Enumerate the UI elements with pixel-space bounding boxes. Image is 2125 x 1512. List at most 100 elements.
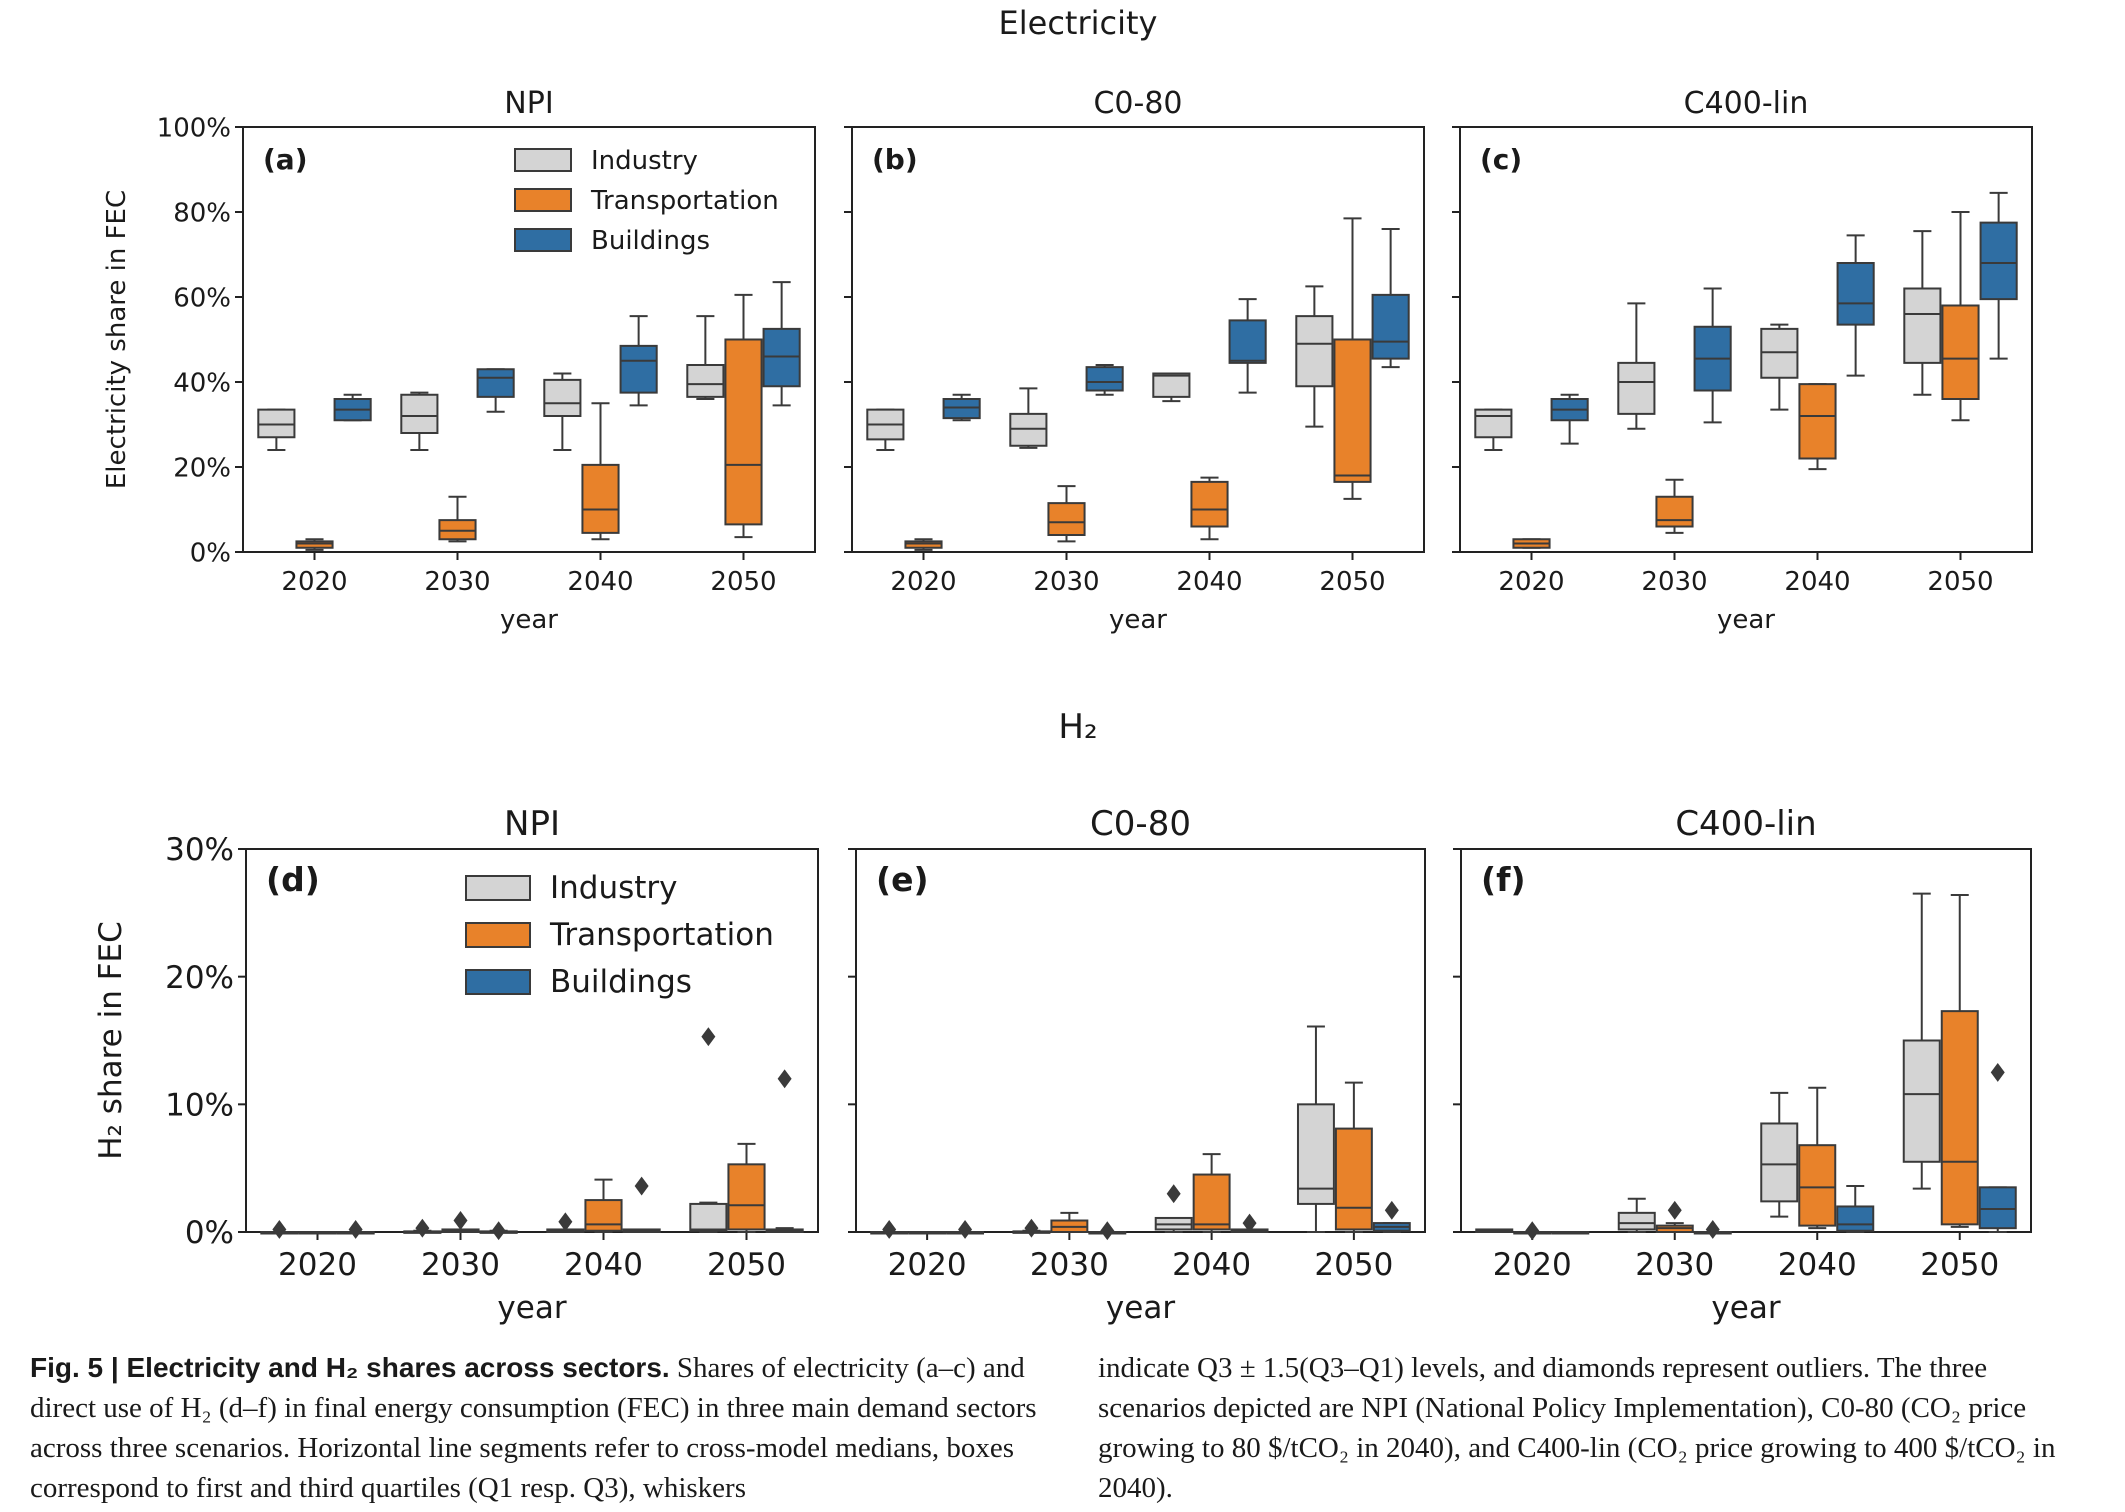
box-transportation bbox=[1655, 495, 1694, 528]
y-tick-label: 100% bbox=[157, 113, 231, 143]
y-tick-label: 80% bbox=[173, 198, 231, 228]
box-buildings bbox=[942, 398, 981, 420]
box-industry bbox=[1152, 372, 1191, 398]
box-buildings bbox=[1978, 1186, 2017, 1230]
outlier-diamond bbox=[882, 1219, 897, 1239]
x-tick-label: 2030 bbox=[1033, 567, 1099, 597]
box-industry bbox=[1296, 1103, 1335, 1205]
box-buildings bbox=[619, 344, 658, 394]
box-transportation bbox=[1941, 304, 1980, 400]
box-transportation bbox=[1190, 480, 1229, 528]
panel-letter: (a) bbox=[263, 143, 308, 176]
legend-label: Buildings bbox=[591, 226, 710, 256]
x-tick-label: 2020 bbox=[281, 567, 347, 597]
box-transportation bbox=[295, 540, 334, 549]
y-tick-label: 10% bbox=[165, 1087, 234, 1123]
box-buildings bbox=[476, 368, 515, 398]
box-industry bbox=[1903, 287, 1942, 364]
x-tick-label: 2030 bbox=[424, 567, 490, 597]
caption-right: indicate Q3 ± 1.5(Q3–Q1) levels, and dia… bbox=[1098, 1352, 2056, 1504]
panel-title: C400-lin bbox=[1675, 804, 1816, 844]
x-tick-label: 2050 bbox=[1927, 567, 1993, 597]
box-transportation bbox=[1798, 1144, 1837, 1227]
x-tick-label: 2050 bbox=[1920, 1247, 1999, 1283]
box-industry bbox=[689, 1202, 728, 1232]
box-transportation bbox=[1333, 338, 1372, 483]
x-tick-label: 2020 bbox=[890, 567, 956, 597]
outlier-diamond bbox=[272, 1219, 287, 1239]
y-tick-label: 30% bbox=[165, 832, 234, 868]
plot-frame bbox=[245, 848, 819, 1233]
x-tick-label: 2040 bbox=[1778, 1247, 1857, 1283]
panel-letter: (d) bbox=[266, 860, 320, 899]
x-tick-label: 2040 bbox=[1172, 1247, 1251, 1283]
x-tick-label: 2050 bbox=[1314, 1247, 1393, 1283]
x-axis-label: year bbox=[497, 1290, 566, 1326]
plot-frame bbox=[851, 126, 1425, 553]
box-transportation bbox=[581, 463, 620, 534]
box-buildings bbox=[1085, 366, 1124, 392]
x-tick-label: 2030 bbox=[421, 1247, 500, 1283]
legend-swatch bbox=[465, 969, 531, 995]
panel-title: C0-80 bbox=[1093, 86, 1182, 121]
x-axis-label: year bbox=[1109, 605, 1167, 635]
legend-swatch bbox=[465, 875, 531, 901]
box-industry bbox=[1295, 315, 1334, 388]
x-axis-label: year bbox=[1711, 1290, 1780, 1326]
x-tick-label: 2040 bbox=[567, 567, 633, 597]
legend-label: Buildings bbox=[550, 964, 692, 1000]
y-tick-label: 60% bbox=[173, 283, 231, 313]
y-tick-label: 20% bbox=[165, 960, 234, 996]
x-tick-label: 2030 bbox=[1635, 1247, 1714, 1283]
box-transportation bbox=[724, 338, 763, 526]
box-industry bbox=[543, 378, 582, 417]
legend-label: Industry bbox=[550, 870, 678, 906]
x-tick-label: 2030 bbox=[1641, 567, 1707, 597]
outlier-diamond bbox=[1990, 1062, 2005, 1082]
panel-letter: (e) bbox=[876, 860, 929, 899]
x-tick-label: 2050 bbox=[1319, 567, 1385, 597]
x-tick-label: 2020 bbox=[888, 1247, 967, 1283]
box-industry bbox=[257, 408, 296, 439]
outlier-diamond bbox=[348, 1219, 363, 1239]
box-industry bbox=[1009, 412, 1048, 447]
box-industry bbox=[1474, 408, 1513, 439]
x-tick-label: 2050 bbox=[707, 1247, 786, 1283]
x-tick-label: 2040 bbox=[564, 1247, 643, 1283]
outlier-diamond bbox=[1384, 1200, 1399, 1220]
outlier-diamond bbox=[558, 1212, 573, 1232]
x-tick-label: 2020 bbox=[1493, 1247, 1572, 1283]
outlier-diamond bbox=[1667, 1200, 1682, 1220]
caption-label: Fig. 5 | Electricity and H₂ shares acros… bbox=[30, 1352, 670, 1383]
box-industry bbox=[686, 364, 725, 398]
panels-group: NPI (a) 0% 20% 40% 60% 80% 100% Electricity shar… bbox=[93, 86, 2033, 1326]
plot-frame bbox=[855, 848, 1426, 1233]
x-tick-label: 2020 bbox=[1498, 567, 1564, 597]
plot-frame bbox=[1459, 126, 2033, 553]
legend-label: Transportation bbox=[549, 917, 774, 953]
y-tick-label: 0% bbox=[185, 1215, 234, 1251]
x-axis-label: year bbox=[500, 605, 558, 635]
box-transportation bbox=[1798, 383, 1837, 460]
box-transportation bbox=[584, 1199, 623, 1232]
legend-swatch bbox=[514, 228, 572, 252]
box-industry bbox=[1617, 361, 1656, 415]
legend-swatch bbox=[514, 148, 572, 172]
plot-frame bbox=[1460, 848, 2032, 1233]
box-buildings bbox=[1228, 319, 1267, 364]
x-tick-label: 2030 bbox=[1030, 1247, 1109, 1283]
caption-left-text: Shares of electricity (a–c) and direct u… bbox=[30, 1352, 1037, 1504]
outlier-diamond bbox=[1525, 1221, 1540, 1241]
caption-left: Fig. 5 | Electricity and H₂ shares acros… bbox=[30, 1348, 1040, 1508]
h2-title: H₂ bbox=[1058, 707, 1097, 747]
box-transportation bbox=[1940, 1010, 1979, 1226]
box-buildings bbox=[1979, 221, 2018, 301]
outlier-diamond bbox=[491, 1221, 506, 1241]
outlier-diamond bbox=[453, 1211, 468, 1230]
box-industry bbox=[1902, 1039, 1941, 1163]
electricity-title: Electricity bbox=[999, 4, 1158, 42]
outlier-diamond bbox=[415, 1218, 430, 1238]
box-transportation bbox=[1192, 1173, 1231, 1231]
outlier-diamond bbox=[634, 1176, 649, 1196]
box-transportation bbox=[1047, 502, 1086, 536]
